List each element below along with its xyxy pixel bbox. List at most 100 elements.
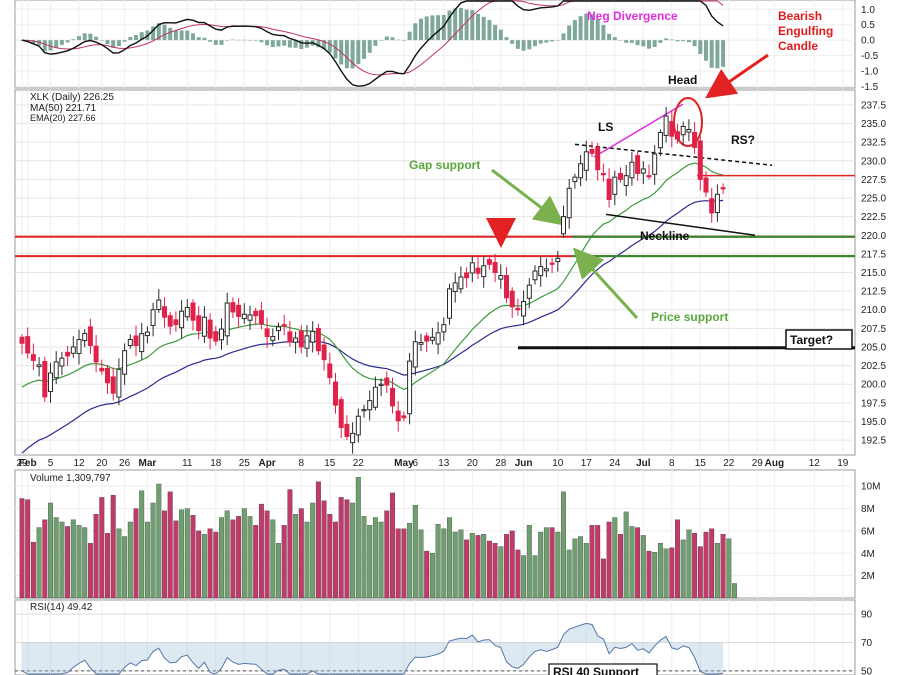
macd-histogram-bar [401, 40, 406, 41]
volume-bar [657, 543, 663, 599]
candle-body [133, 335, 139, 347]
macd-histogram-bar [686, 40, 691, 43]
volume-tick-label: 10M [861, 482, 880, 493]
macd-histogram-bar [116, 40, 121, 47]
candle-body [384, 377, 390, 386]
macd-tick-label: -0.5 [861, 51, 879, 62]
macd-histogram-bar [419, 18, 423, 41]
volume-bar [293, 513, 299, 599]
macd-line [21, 0, 724, 87]
x-tick-label: Mar [139, 458, 157, 469]
volume-bar [304, 521, 310, 599]
volume-bar [612, 517, 618, 599]
candle-body [321, 344, 327, 361]
volume-bar [469, 532, 475, 599]
candle-body [156, 299, 162, 310]
candle-body [82, 333, 88, 342]
candle-body [509, 290, 515, 308]
candle-body [287, 331, 293, 343]
shoulder-line [574, 143, 773, 166]
price-tick-label: 232.5 [861, 138, 886, 149]
macd-histogram-bar [424, 16, 429, 41]
price-tick-label: 217.5 [861, 249, 886, 260]
candle-body [127, 339, 133, 347]
macd-histogram-bar [42, 40, 47, 52]
candle-body [447, 288, 452, 319]
macd-histogram-bar [664, 38, 669, 41]
bearish-arrow [705, 53, 769, 99]
x-tick-label: 12 [809, 458, 821, 469]
macd-histogram-bar [282, 40, 287, 46]
macd-histogram-bar [521, 40, 526, 51]
candle-body [680, 126, 686, 136]
macd-histogram-bar [94, 36, 99, 41]
target-label: Target? [790, 333, 833, 347]
candle-body [213, 331, 219, 342]
macd-histogram-bar [208, 40, 213, 42]
volume-bar [236, 516, 242, 599]
volume-bar [726, 538, 732, 599]
macd-histogram-bar [567, 25, 572, 41]
volume-bar [452, 531, 458, 599]
macd-histogram-bar [487, 20, 492, 41]
candle-body [30, 354, 36, 361]
macd-histogram-bar [151, 26, 156, 41]
volume-bar [464, 539, 470, 599]
macd-histogram-bar [618, 40, 623, 41]
volume-bar [732, 583, 737, 599]
rsi-support-label: RSI 40 Support [553, 665, 639, 675]
candle-body [315, 328, 321, 352]
price-tick-label: 235.0 [861, 119, 886, 130]
price-tick-label: 195.0 [861, 417, 886, 428]
macd-histogram-bar [704, 40, 708, 61]
rsi-tick-label: 70 [861, 638, 873, 649]
volume-bar [25, 499, 31, 599]
macd-histogram-bar [533, 40, 537, 47]
candle-body [589, 149, 595, 154]
macd-histogram-bar [356, 40, 361, 65]
volume-bar [99, 497, 105, 599]
volume-bar [555, 531, 561, 599]
macd-histogram-bar [362, 40, 366, 59]
x-tick-label: May [394, 458, 414, 469]
volume-bar [572, 538, 578, 599]
volume-bar [367, 525, 373, 599]
x-tick-label: Feb [19, 458, 37, 469]
x-tick-label: 10 [552, 458, 564, 469]
volume-bar [652, 552, 658, 599]
macd-histogram-bar [601, 24, 606, 41]
macd-histogram-bar [128, 36, 133, 41]
price-tick-label: 237.5 [861, 100, 886, 111]
x-tick-label: 6 [413, 458, 419, 469]
candle-body [270, 336, 276, 341]
volume-bar [378, 521, 384, 599]
rsi-legend: RSI(14) 49.42 [30, 602, 93, 613]
volume-bar [76, 525, 82, 599]
candle-body [247, 314, 253, 321]
x-tick-label: 22 [723, 458, 735, 469]
candle-body [498, 274, 504, 280]
macd-histogram-bar [88, 33, 93, 41]
chart-overlays [15, 53, 855, 454]
volume-bar [310, 502, 316, 599]
macd-histogram-bar [658, 40, 663, 43]
candle-body [572, 176, 578, 183]
candle-body [424, 335, 430, 342]
volume-bar [640, 535, 646, 599]
volume-bar [270, 519, 276, 599]
rsi-area [22, 623, 724, 674]
candle-body [167, 315, 173, 327]
macd-histogram-bar [669, 39, 674, 41]
volume-bar [623, 511, 629, 599]
candle-body [606, 178, 612, 200]
volume-bar [156, 483, 162, 599]
macd-histogram-bar [173, 30, 178, 41]
price-tick-label: 192.5 [861, 436, 886, 447]
macd-histogram-bar [105, 40, 110, 45]
macd-histogram-bar [65, 40, 70, 43]
macd-histogram-bar [179, 30, 184, 41]
x-tick-label: 8 [299, 458, 305, 469]
candle-body [646, 175, 652, 178]
macd-histogram-bar [333, 40, 338, 59]
